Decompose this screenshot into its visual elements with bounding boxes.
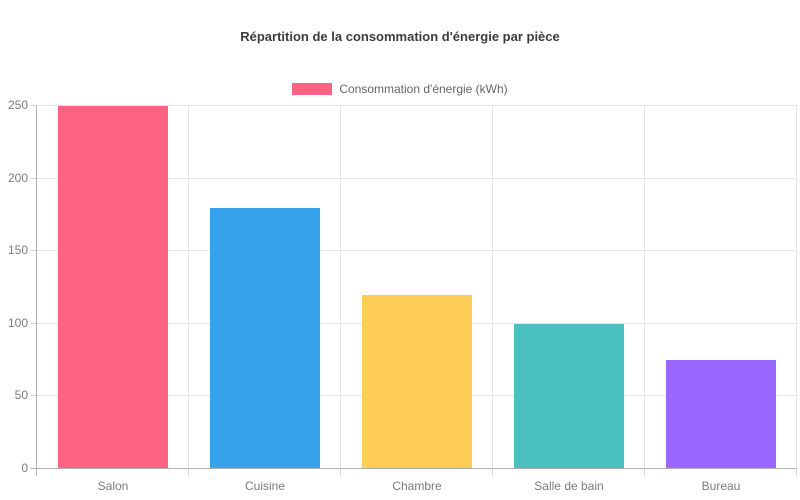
legend-label: Consommation d'énergie (kWh) <box>339 82 508 96</box>
x-axis-tick <box>796 469 797 476</box>
y-axis-tick <box>31 177 37 179</box>
y-axis-line <box>36 106 37 476</box>
bar-salle-de-bain[interactable] <box>514 323 624 469</box>
bar-bureau[interactable] <box>666 360 776 469</box>
x-tick-label: Chambre <box>392 479 442 493</box>
x-axis-tick <box>188 469 189 476</box>
bar-cuisine[interactable] <box>210 207 320 469</box>
x-axis-tick <box>340 469 341 476</box>
chart-legend: Consommation d'énergie (kWh) <box>0 82 800 96</box>
y-gridline <box>37 250 797 252</box>
x-gridline <box>644 106 645 469</box>
y-tick-label: 0 <box>21 461 28 475</box>
y-tick-label: 250 <box>7 98 28 112</box>
x-axis-line <box>31 468 797 469</box>
x-gridline <box>340 106 341 469</box>
x-tick-label: Bureau <box>701 479 741 493</box>
legend-swatch <box>292 83 333 95</box>
y-gridline <box>37 177 797 179</box>
legend-item[interactable]: Consommation d'énergie (kWh) <box>292 82 508 96</box>
x-axis-tick <box>644 469 645 476</box>
x-tick-label: Salon <box>97 479 129 493</box>
bar-chambre[interactable] <box>362 294 472 469</box>
y-axis-tick <box>31 395 37 397</box>
x-tick-label: Cuisine <box>244 479 286 493</box>
x-gridline <box>188 106 189 469</box>
y-tick-label: 50 <box>14 388 28 403</box>
x-gridline <box>796 106 797 469</box>
y-gridline <box>37 105 797 106</box>
bar-salon[interactable] <box>58 106 168 469</box>
x-tick-label: Salle de bain <box>534 479 604 493</box>
y-axis-tick <box>31 105 37 106</box>
x-gridline <box>492 106 493 469</box>
y-tick-label: 100 <box>7 315 28 330</box>
x-axis-tick <box>492 469 493 476</box>
y-tick-label: 200 <box>7 170 28 185</box>
y-axis-tick <box>31 322 37 324</box>
chart-title: Répartition de la consommation d'énergie… <box>240 29 560 44</box>
y-tick-label: 150 <box>7 243 28 258</box>
y-axis-tick <box>31 250 37 252</box>
